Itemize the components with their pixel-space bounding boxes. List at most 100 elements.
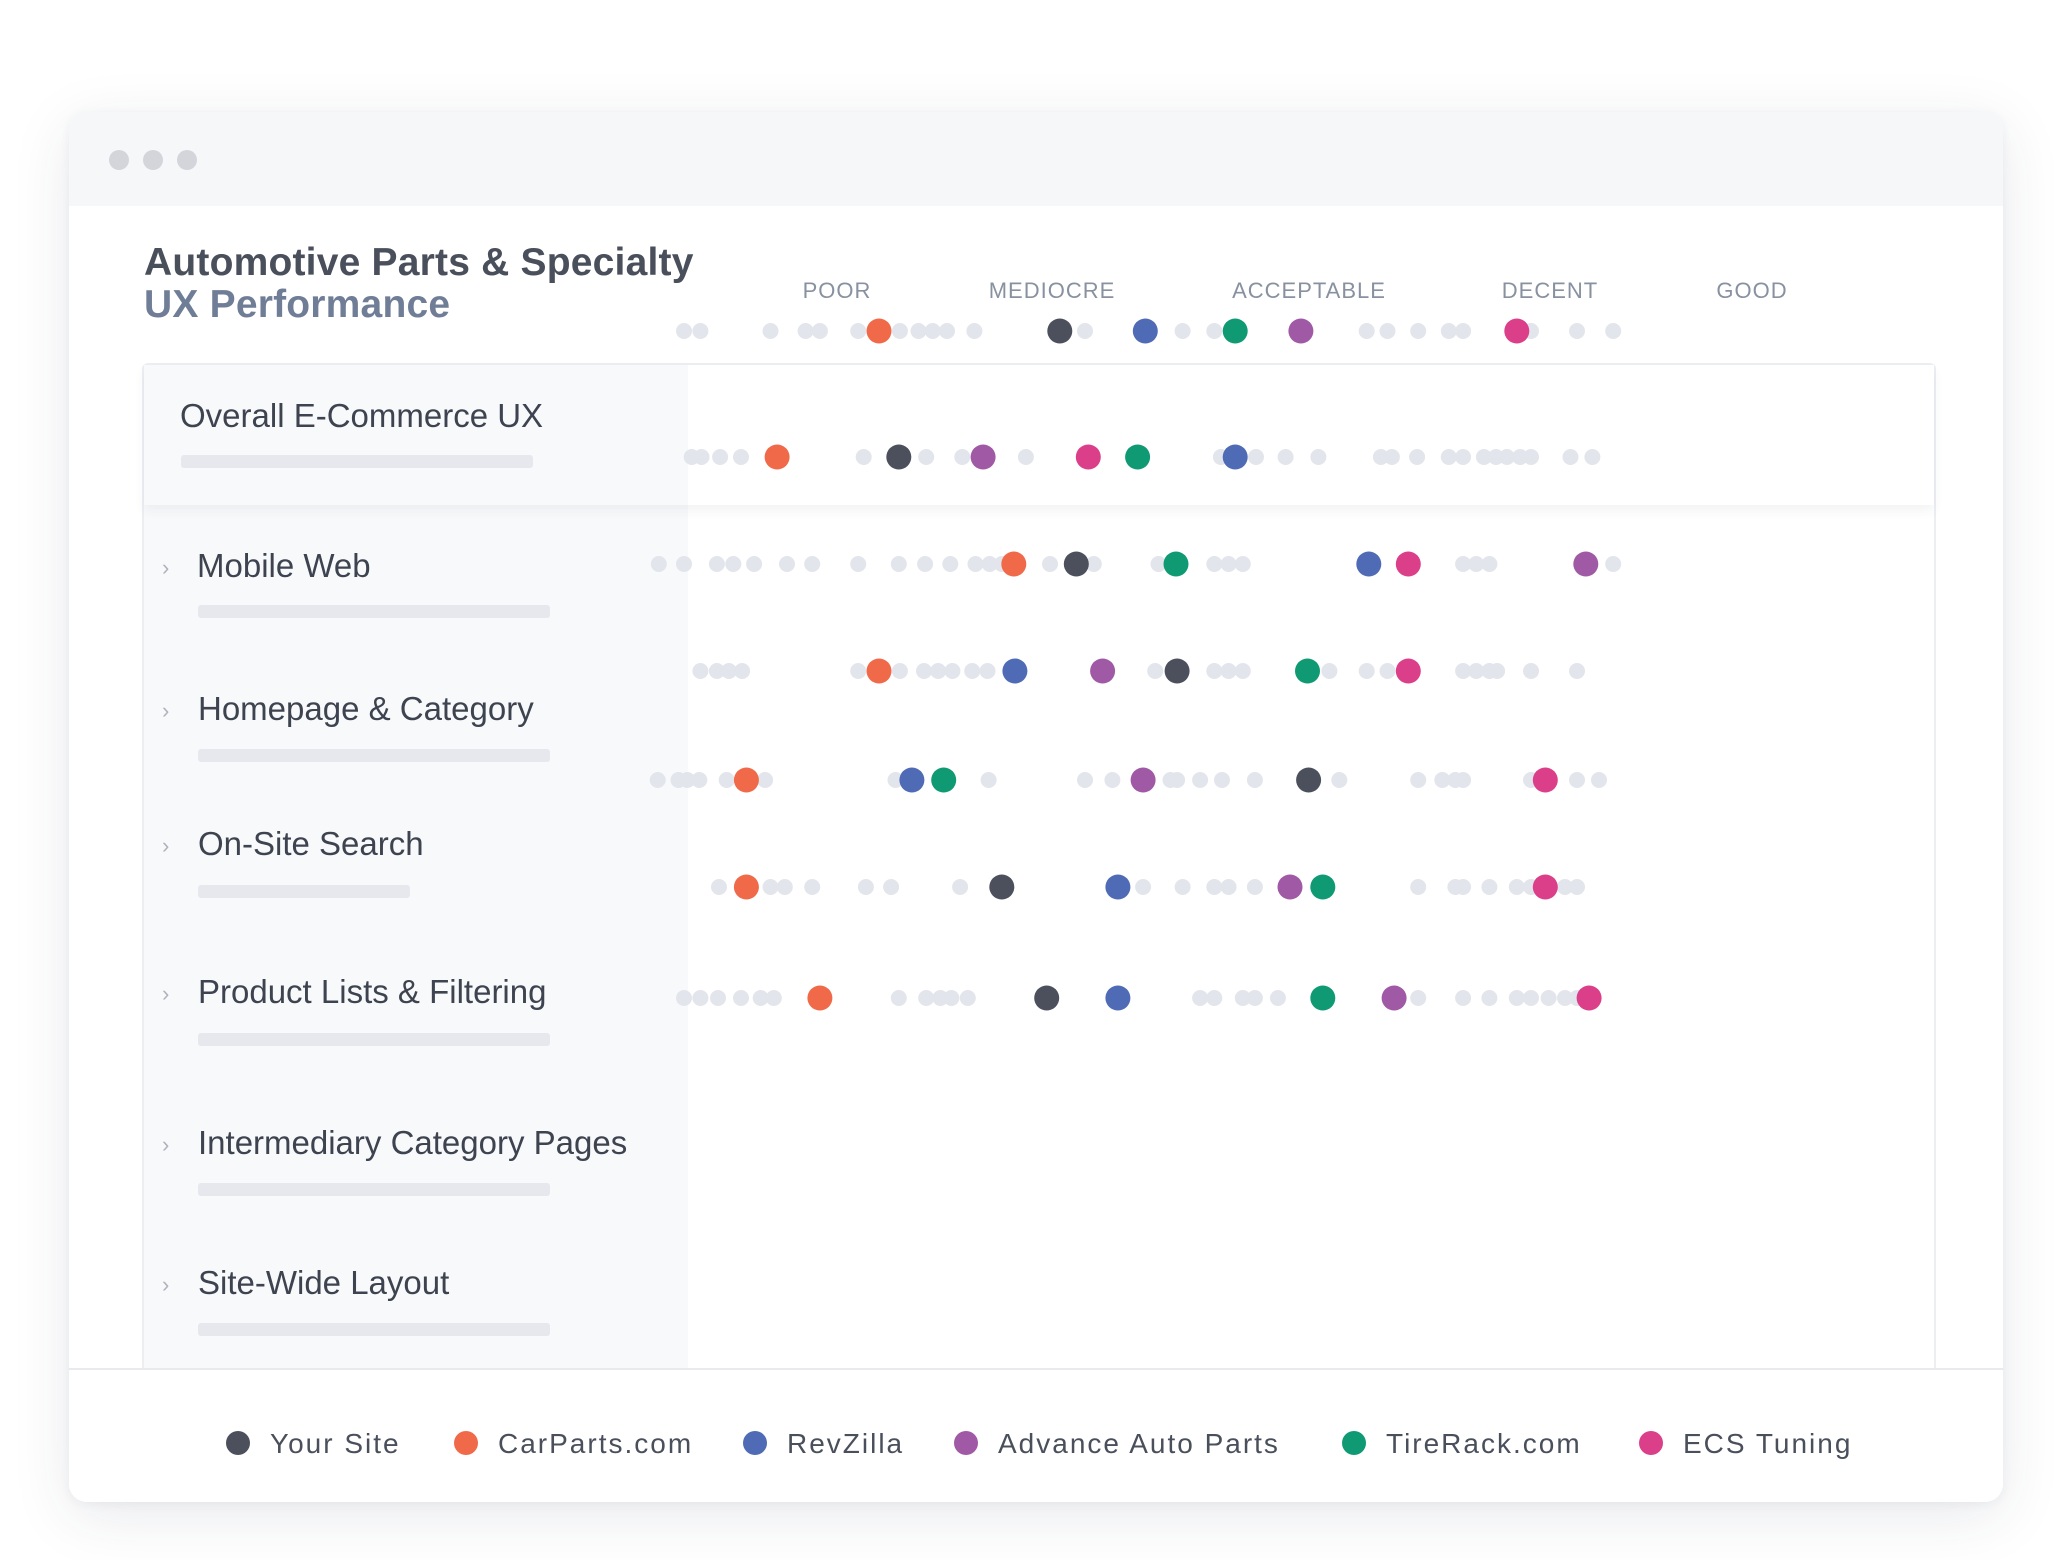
series-dot-your-site[interactable] [1034, 985, 1060, 1011]
benchmark-dot [918, 449, 935, 465]
benchmark-dot [1358, 663, 1375, 679]
benchmark-dot [734, 663, 751, 679]
series-dot-tirerack-com[interactable] [1295, 658, 1320, 684]
row-bar-homepage-category [198, 749, 550, 762]
series-dot-your-site[interactable] [886, 444, 912, 470]
series-dot-advance-auto-parts[interactable] [1288, 318, 1314, 344]
chevron-right-icon[interactable]: › [162, 1132, 170, 1157]
row-label-intermediary-category[interactable]: Intermediary Category Pages [198, 1124, 628, 1161]
window-close-dot[interactable] [109, 150, 129, 170]
chevron-right-icon[interactable]: › [162, 555, 170, 580]
benchmark-dot [1077, 772, 1093, 788]
benchmark-dot [1440, 449, 1457, 465]
series-dot-tirerack-com[interactable] [1163, 551, 1189, 577]
benchmark-dot [967, 556, 984, 572]
series-dot-your-site[interactable] [989, 874, 1015, 900]
benchmark-dot [1246, 879, 1263, 895]
benchmark-dot [1234, 990, 1251, 1006]
benchmark-dot [1246, 990, 1263, 1006]
row-label-homepage-category[interactable]: Homepage & Category [198, 690, 534, 727]
benchmark-dot [765, 990, 782, 1006]
legend-label: TireRack.com [1386, 1428, 1582, 1459]
chevron-right-icon[interactable]: › [162, 698, 170, 723]
row-label-site-wide-layout[interactable]: Site-Wide Layout [198, 1264, 450, 1301]
benchmark-dot [1455, 663, 1472, 679]
series-dot-ecs-tuning[interactable] [1576, 985, 1602, 1011]
row-label-product-lists[interactable]: Product Lists & Filtering [198, 973, 547, 1010]
window-maximize-dot[interactable] [177, 150, 197, 170]
series-dot-advance-auto-parts[interactable] [1130, 767, 1156, 793]
benchmark-dot [924, 323, 941, 339]
series-dot-ecs-tuning[interactable] [1532, 767, 1558, 793]
series-dot-ecs-tuning[interactable] [1395, 658, 1421, 684]
benchmark-dot [1147, 663, 1164, 679]
series-dot-carparts-com[interactable] [807, 985, 833, 1011]
row-bar-mobile-web [198, 605, 550, 618]
row-label-on-site-search[interactable]: On-Site Search [198, 825, 424, 862]
series-dot-advance-auto-parts[interactable] [1573, 551, 1599, 577]
series-dot-carparts-com[interactable] [1001, 551, 1027, 577]
benchmark-dot [1569, 663, 1585, 679]
series-dot-carparts-com[interactable] [866, 318, 892, 344]
benchmark-dot [1455, 990, 1472, 1006]
benchmark-dot [1523, 663, 1539, 679]
series-dot-ecs-tuning[interactable] [1504, 318, 1530, 344]
series-dot-your-site[interactable] [1164, 658, 1190, 684]
benchmark-dot [1605, 323, 1622, 339]
series-dot-tirerack-com[interactable] [1125, 444, 1151, 470]
series-dot-carparts-com[interactable] [733, 874, 759, 900]
benchmark-dot [1077, 323, 1093, 339]
series-dot-your-site[interactable] [1063, 551, 1089, 577]
series-dot-revzilla[interactable] [1356, 551, 1382, 577]
series-dot-tirerack-com[interactable] [1222, 318, 1248, 344]
benchmark-dot [1042, 556, 1058, 572]
benchmark-dot [1206, 323, 1223, 339]
series-dot-ecs-tuning[interactable] [1395, 551, 1421, 577]
series-dot-carparts-com[interactable] [866, 658, 892, 684]
benchmark-dot [752, 990, 769, 1006]
series-dot-revzilla[interactable] [1105, 874, 1131, 900]
series-dot-revzilla[interactable] [1105, 985, 1131, 1011]
series-dot-revzilla[interactable] [1222, 444, 1248, 470]
series-dot-revzilla[interactable] [1002, 658, 1028, 684]
row-bar-intermediary-category [198, 1183, 550, 1196]
series-dot-carparts-com[interactable] [733, 767, 759, 793]
chevron-right-icon[interactable]: › [162, 1272, 170, 1297]
benchmark-dot [676, 556, 692, 572]
benchmark-dot [1150, 556, 1167, 572]
series-dot-revzilla[interactable] [899, 767, 925, 793]
series-dot-ecs-tuning[interactable] [1532, 874, 1558, 900]
series-dot-tirerack-com[interactable] [1310, 985, 1336, 1011]
series-dot-tirerack-com[interactable] [931, 767, 957, 793]
benchmark-dot [966, 323, 983, 339]
series-dot-ecs-tuning[interactable] [1075, 444, 1101, 470]
row-bar-overall [181, 455, 533, 468]
benchmark-dot [1214, 772, 1230, 788]
scale-label-mediocre: MEDIOCRE [988, 278, 1116, 303]
benchmark-dot [942, 556, 959, 572]
series-dot-advance-auto-parts[interactable] [1277, 874, 1303, 900]
series-dot-advance-auto-parts[interactable] [970, 444, 996, 470]
chevron-right-icon[interactable]: › [162, 981, 170, 1006]
benchmark-dot [733, 990, 749, 1006]
series-dot-advance-auto-parts[interactable] [1381, 985, 1407, 1011]
benchmark-dot [1475, 449, 1492, 465]
benchmark-dot [1455, 556, 1472, 572]
chevron-right-icon[interactable]: › [162, 833, 170, 858]
series-dot-revzilla[interactable] [1132, 318, 1158, 344]
benchmark-dot [1321, 663, 1338, 679]
benchmark-dot [855, 449, 872, 465]
row-label-mobile-web[interactable]: Mobile Web [197, 547, 371, 584]
series-dot-your-site[interactable] [1296, 767, 1322, 793]
benchmark-dot [891, 663, 908, 679]
benchmark-dot [712, 449, 729, 465]
benchmark-dot [804, 556, 821, 572]
series-dot-advance-auto-parts[interactable] [1090, 658, 1116, 684]
series-dot-tirerack-com[interactable] [1310, 874, 1336, 900]
window-minimize-dot[interactable] [143, 150, 163, 170]
benchmark-dot [1605, 556, 1622, 572]
series-dot-your-site[interactable] [1047, 318, 1073, 344]
series-dot-carparts-com[interactable] [764, 444, 790, 470]
benchmark-dot [1455, 879, 1472, 895]
benchmark-dot [710, 990, 726, 1006]
